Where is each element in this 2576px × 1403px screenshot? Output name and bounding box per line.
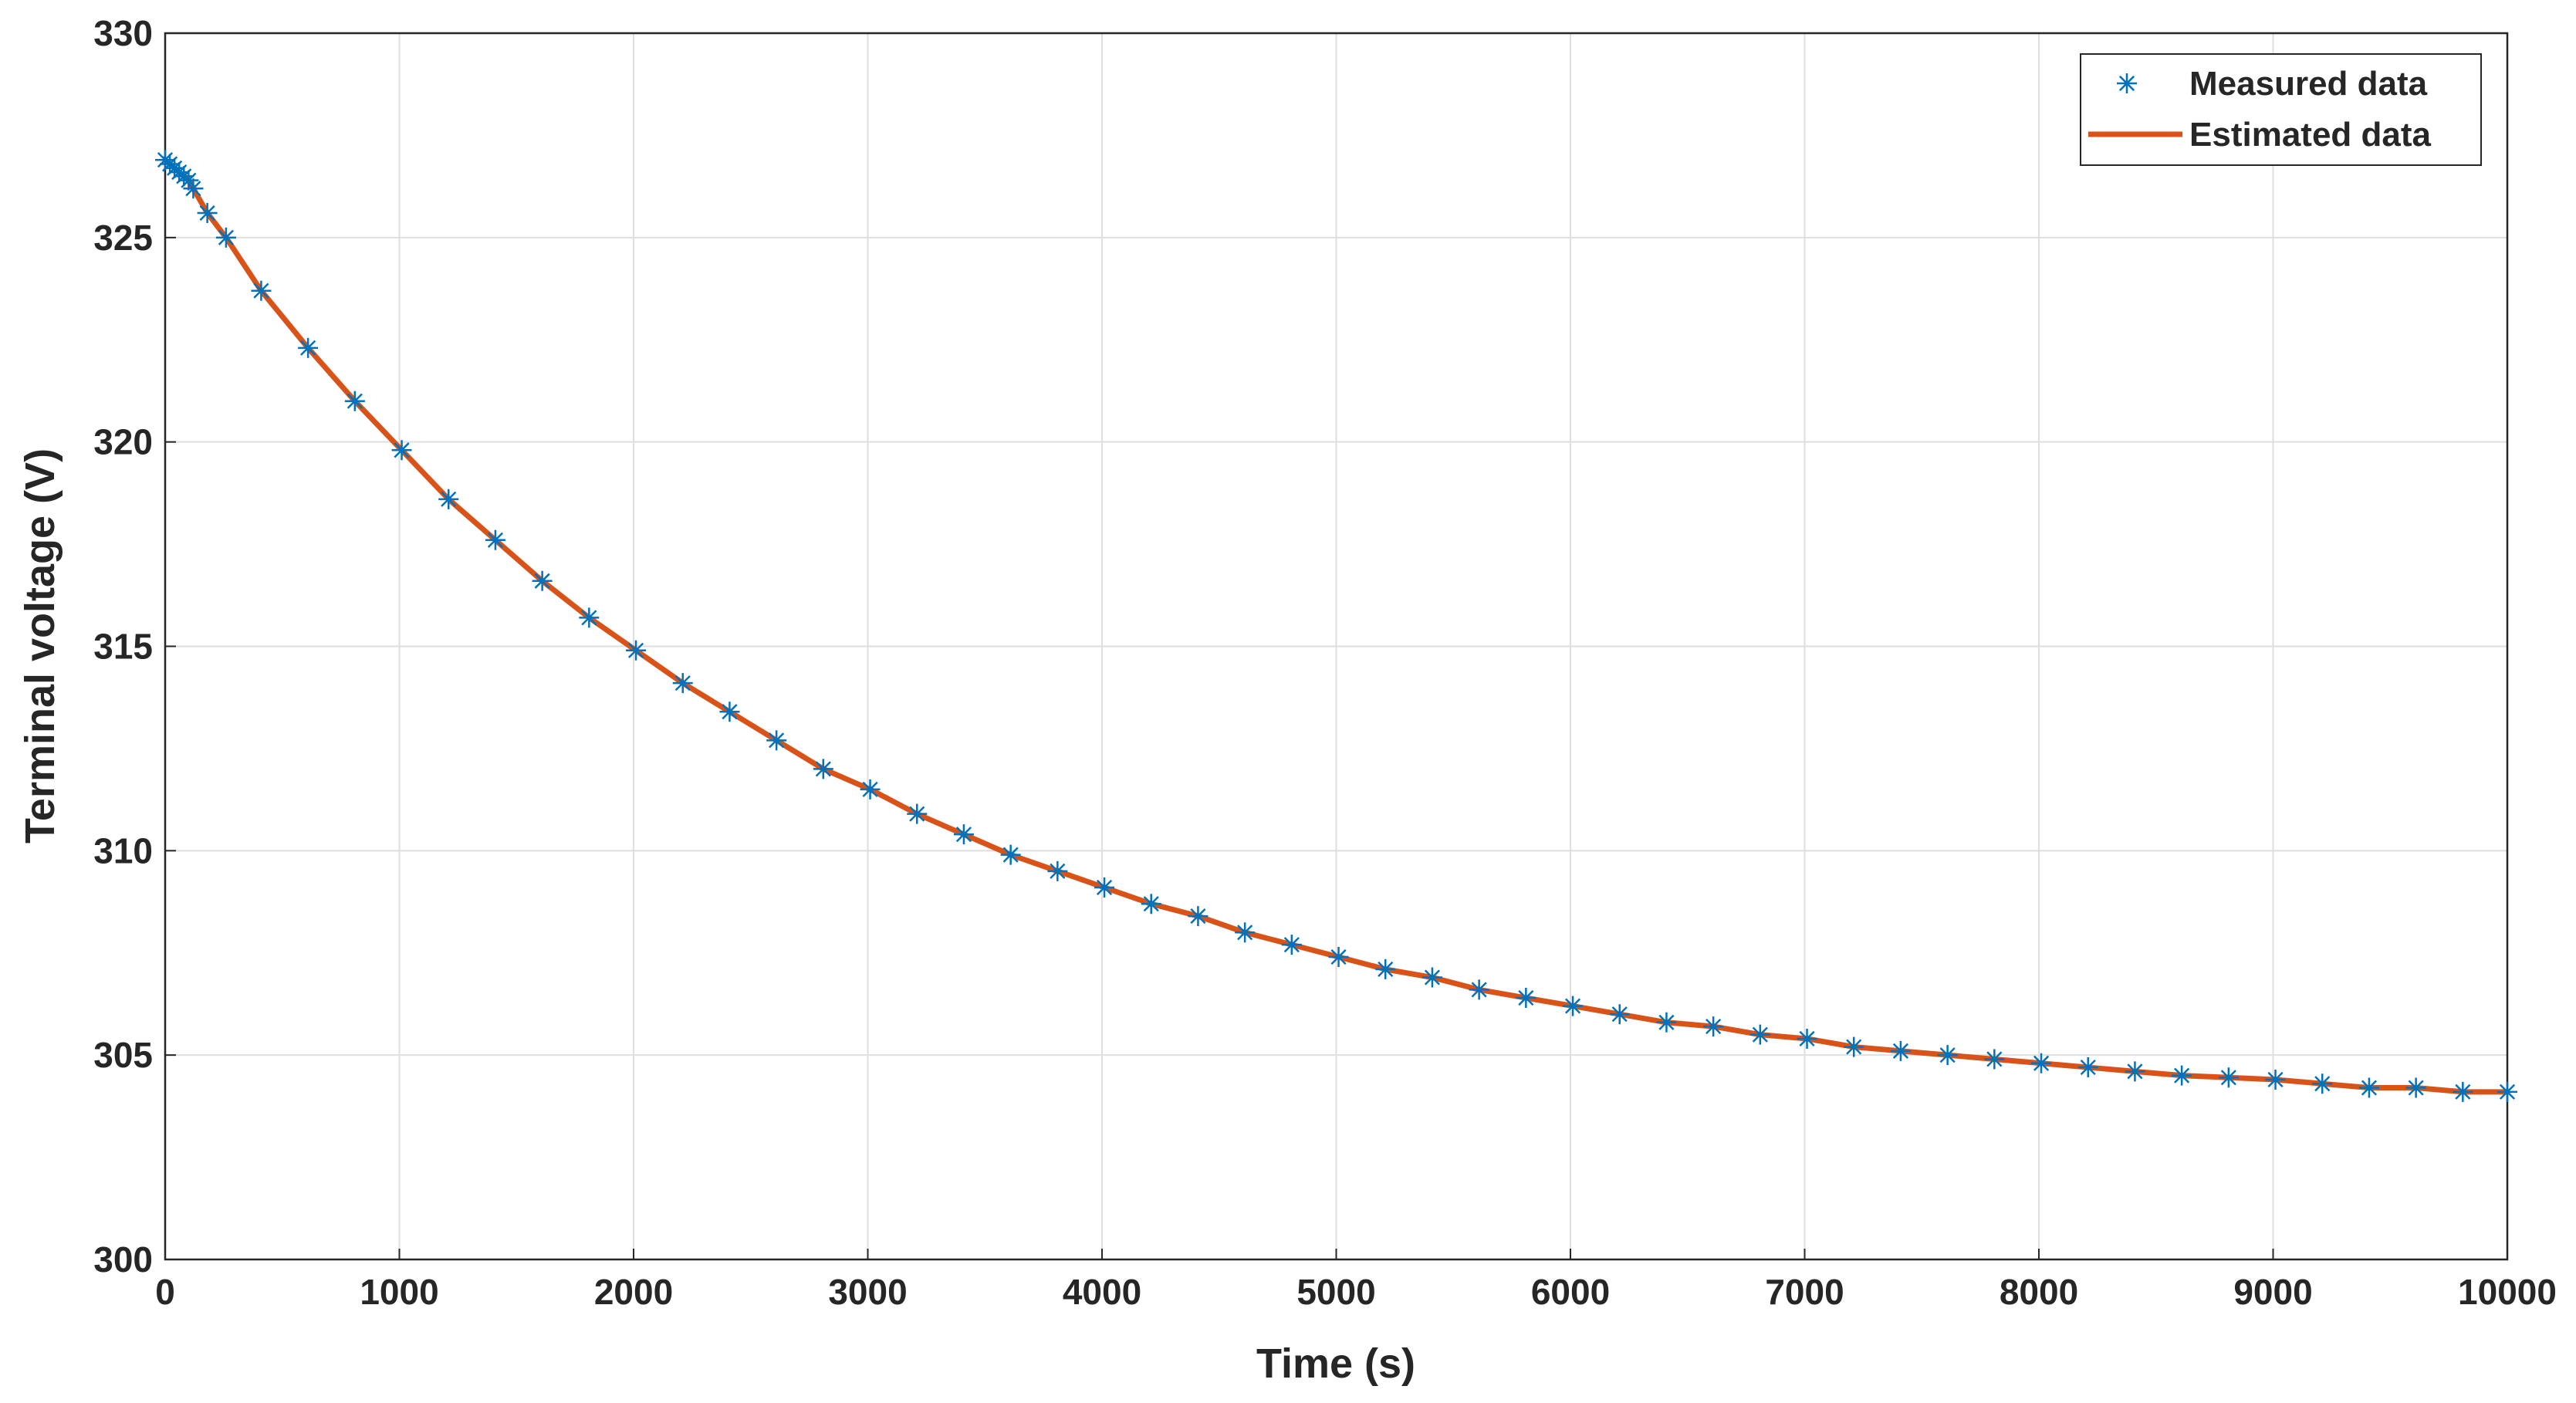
measured-marker [953, 824, 974, 845]
measured-marker [860, 779, 881, 800]
x-tick-label: 2000 [594, 1272, 673, 1312]
measured-marker [215, 227, 236, 248]
x-tick-label: 10000 [2458, 1272, 2557, 1312]
measured-marker [1188, 906, 1209, 927]
measured-marker [1703, 1016, 1724, 1037]
measured-marker [2218, 1067, 2239, 1088]
measured-marker [1844, 1036, 1864, 1057]
measured-marker [2312, 1073, 2333, 1094]
measured-marker [719, 702, 740, 722]
measured-marker [1047, 860, 1068, 881]
plot-border [164, 32, 2509, 1261]
measured-marker [1609, 1004, 1630, 1025]
measured-marker [2497, 1081, 2517, 1102]
x-tick-label: 0 [155, 1272, 175, 1312]
measured-marker [1563, 996, 1584, 1016]
x-tick-label: 3000 [828, 1272, 907, 1312]
measured-marker [907, 803, 928, 824]
measured-marker [2172, 1065, 2192, 1086]
x-tick-label: 5000 [1296, 1272, 1375, 1312]
legend-marker [2117, 73, 2137, 93]
measured-marker [1375, 958, 1396, 979]
measured-marker [344, 390, 365, 411]
y-tick-label: 315 [93, 627, 153, 667]
measured-marker [672, 673, 693, 694]
measured-marker [813, 759, 833, 779]
measured-marker [1469, 979, 1489, 1000]
measured-marker [2453, 1081, 2473, 1102]
measured-marker [1000, 844, 1021, 865]
measured-marker [626, 640, 647, 661]
y-tick-label: 310 [93, 830, 153, 871]
measured-marker [2358, 1077, 2379, 1098]
measured-marker [1656, 1012, 1677, 1033]
x-tick-label: 9000 [2233, 1272, 2312, 1312]
measured-marker [1937, 1045, 1958, 1066]
y-tick-label: 320 [93, 422, 153, 462]
measured-marker [1141, 894, 1161, 914]
estimated-line [163, 157, 2507, 1095]
measured-marker [438, 489, 459, 509]
x-tick-label: 8000 [2000, 1272, 2078, 1312]
measured-marker [1328, 947, 1349, 968]
y-tick-label: 305 [93, 1035, 153, 1075]
measured-marker [251, 280, 272, 301]
x-tick-label: 6000 [1531, 1272, 1610, 1312]
y-tick-label: 325 [93, 218, 153, 258]
measured-marker [1422, 967, 1442, 988]
measured-marker [2405, 1077, 2426, 1098]
measured-marker [178, 170, 199, 191]
measured-marker [2265, 1069, 2286, 1090]
measured-marker [532, 570, 553, 591]
measured-marker [766, 730, 787, 751]
measured-marker [2077, 1057, 2098, 1078]
measured-marker [485, 529, 505, 550]
y-tick-label: 330 [93, 13, 153, 53]
x-tick-label: 1000 [360, 1272, 438, 1312]
measured-marker [197, 203, 218, 224]
measured-marker [2125, 1061, 2145, 1082]
y-tick-label: 300 [93, 1239, 153, 1280]
measured-marker [1094, 877, 1115, 898]
y-axis-label: Terminal voltage (V) [17, 448, 63, 843]
x-tick-label: 4000 [1063, 1272, 1141, 1312]
legend-label: Measured data [2189, 65, 2428, 103]
measured-marker [1984, 1049, 2005, 1070]
measured-marker [2031, 1053, 2052, 1073]
measured-marker [1749, 1024, 1770, 1045]
measured-marker [1235, 922, 1256, 943]
measured-marker [391, 440, 412, 461]
measured-marker [1281, 935, 1302, 955]
measured-marker [579, 607, 600, 628]
legend-label: Estimated data [2189, 116, 2432, 154]
measured-marker [1797, 1028, 1817, 1049]
measured-marker [1516, 988, 1536, 1009]
x-axis-label: Time (s) [1256, 1340, 1415, 1387]
measured-marker [298, 337, 319, 358]
measured-marker [183, 178, 204, 199]
measured-marker [1890, 1040, 1911, 1061]
x-tick-label: 7000 [1765, 1272, 1844, 1312]
legend-box [2080, 53, 2482, 166]
